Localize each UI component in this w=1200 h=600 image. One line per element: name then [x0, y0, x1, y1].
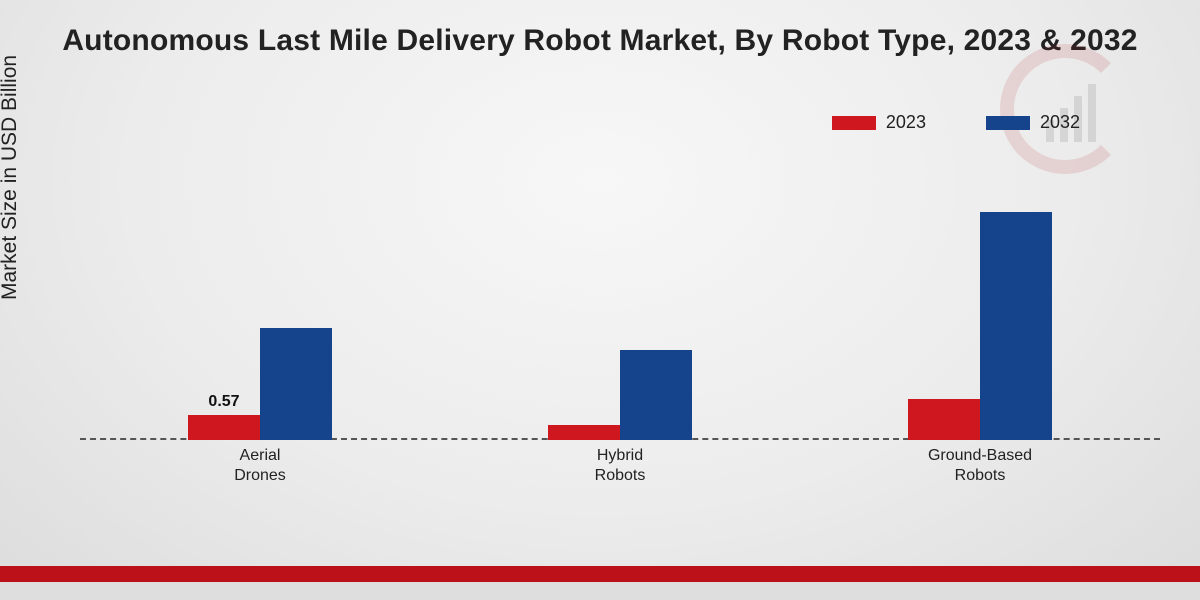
chart-container: Autonomous Last Mile Delivery Robot Mark… [0, 0, 1200, 600]
group-aerial-drones: 0.57 Aerial Drones [150, 328, 370, 440]
legend-item-2023: 2023 [832, 112, 926, 133]
footer-gray-band [0, 582, 1200, 600]
category-label-ground: Ground-Based Robots [870, 446, 1090, 486]
bar-hybrid-2023 [548, 425, 620, 440]
category-label-aerial: Aerial Drones [150, 446, 370, 486]
legend-item-2032: 2032 [986, 112, 1080, 133]
bars-hybrid-robots [548, 350, 692, 440]
y-axis-label: Market Size in USD Billion [0, 55, 22, 300]
bar-value-label: 0.57 [208, 393, 239, 411]
bar-groups: 0.57 Aerial Drones Hybrid Robots Gr [80, 160, 1160, 440]
legend-swatch-2032 [986, 116, 1030, 130]
legend-label-2023: 2023 [886, 112, 926, 133]
bars-aerial-drones: 0.57 [188, 328, 332, 440]
bars-ground-robots [908, 212, 1052, 440]
watermark-logo [1000, 44, 1130, 174]
footer-red-band [0, 566, 1200, 582]
bar-aerial-2032 [260, 328, 332, 440]
group-hybrid-robots: Hybrid Robots [510, 350, 730, 440]
category-label-hybrid: Hybrid Robots [510, 446, 730, 486]
bar-hybrid-2032 [620, 350, 692, 440]
legend-swatch-2023 [832, 116, 876, 130]
legend-label-2032: 2032 [1040, 112, 1080, 133]
bar-ground-2023 [908, 399, 980, 440]
group-ground-robots: Ground-Based Robots [870, 212, 1090, 440]
plot-area: 0.57 Aerial Drones Hybrid Robots Gr [80, 160, 1160, 480]
bar-aerial-2023: 0.57 [188, 415, 260, 440]
legend: 2023 2032 [832, 112, 1080, 133]
chart-title: Autonomous Last Mile Delivery Robot Mark… [0, 24, 1200, 58]
bar-ground-2032 [980, 212, 1052, 440]
